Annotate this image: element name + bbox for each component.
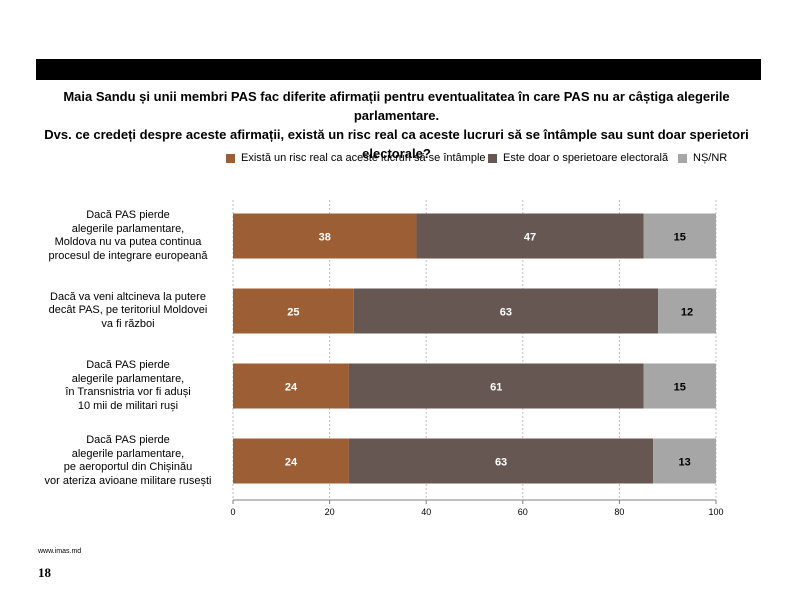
x-tick-label: 40 bbox=[421, 507, 431, 517]
category-label-line: Moldova nu va putea continua bbox=[54, 236, 202, 248]
legend-label: Este doar o sperietoare electorală bbox=[503, 152, 669, 164]
bar-segment bbox=[233, 288, 354, 334]
category-label-line: Dacă va veni altcineva la putere bbox=[50, 290, 206, 303]
category-label-line: Dacă PAS pierde bbox=[86, 209, 170, 221]
bar-segment bbox=[348, 363, 644, 409]
header-bar bbox=[36, 59, 761, 80]
data-label: 38 bbox=[319, 232, 331, 244]
category-label-line: va fi război bbox=[101, 317, 155, 330]
data-label: 61 bbox=[490, 382, 502, 394]
data-label: 25 bbox=[287, 307, 299, 319]
legend-swatch bbox=[488, 153, 497, 163]
data-label: 15 bbox=[674, 232, 686, 244]
category-label: Dacă va veni altcineva la putere decât PA… bbox=[30, 291, 226, 332]
bar-segment bbox=[643, 213, 716, 259]
legend-swatch bbox=[678, 153, 687, 163]
x-tick-label: 20 bbox=[325, 507, 335, 517]
bar-segment bbox=[416, 213, 644, 259]
category-label-line: procesul de integrare europeană bbox=[48, 249, 208, 262]
data-label: 63 bbox=[500, 307, 512, 319]
data-label: 12 bbox=[681, 307, 693, 319]
x-tick-label: 0 bbox=[230, 507, 235, 517]
legend-item: NȘ/NR bbox=[678, 152, 727, 164]
bar-segment bbox=[348, 438, 654, 484]
page-number: 18 bbox=[38, 565, 51, 580]
bar-segment bbox=[653, 438, 716, 484]
data-label: 24 bbox=[285, 382, 298, 394]
legend-label: Există un risc real ca aceste lucruri să… bbox=[241, 152, 486, 164]
bar-segment bbox=[233, 213, 417, 259]
category-label-line: 10 mii de militari ruși bbox=[77, 399, 179, 412]
data-label: 24 bbox=[285, 457, 298, 469]
category-label: Dacă PAS pierde alegerile parlamentare, în… bbox=[30, 359, 226, 413]
legend-label: NȘ/NR bbox=[693, 152, 728, 164]
category-label-line: alegerile parlamentare, bbox=[71, 222, 185, 235]
title-line-2: Dvs. ce credeți despre aceste afirmații,… bbox=[44, 127, 749, 161]
category-label-line: pe aeroportul din Chișinău bbox=[63, 461, 193, 473]
chart-title: Maia Sandu și unii membri PAS fac diferi… bbox=[20, 87, 773, 163]
category-label-line: alegerile parlamentare, bbox=[71, 372, 185, 385]
data-label: 13 bbox=[678, 457, 690, 469]
bar-segment bbox=[233, 438, 349, 484]
category-label-line: vor ateriza avioane militare rusești bbox=[44, 474, 212, 487]
bar-segment bbox=[233, 363, 349, 409]
bar-segment bbox=[353, 288, 659, 334]
category-label-line: decât PAS, pe teritoriul Moldovei bbox=[48, 304, 208, 317]
category-label: Dacă PAS pierde alegerile parlamentare, pe… bbox=[30, 434, 226, 488]
data-label: 15 bbox=[674, 382, 686, 394]
legend-swatch bbox=[226, 153, 235, 163]
x-tick-label: 80 bbox=[614, 507, 624, 517]
category-label-line: Dacă PAS pierde bbox=[86, 434, 170, 446]
x-tick-label: 100 bbox=[708, 507, 723, 517]
title-line-1: Maia Sandu și unii membri PAS fac diferi… bbox=[63, 89, 730, 123]
bar-segment bbox=[658, 288, 716, 334]
category-label: Dacă PAS pierde alegerile parlamentare, Mo… bbox=[30, 209, 226, 263]
x-tick-label: 60 bbox=[518, 507, 528, 517]
category-label-line: Dacă PAS pierde bbox=[86, 359, 170, 371]
bar-segment bbox=[643, 363, 716, 409]
legend-item: Există un risc real ca aceste lucruri să… bbox=[226, 152, 486, 164]
data-label: 63 bbox=[495, 457, 507, 469]
category-label-line: alegerile parlamentare, bbox=[71, 447, 185, 460]
legend-item: Este doar o sperietoare electorală bbox=[488, 152, 668, 164]
footer-url: www.imas.md bbox=[38, 548, 82, 555]
data-label: 47 bbox=[524, 232, 536, 244]
category-label-line: în Transnistria vor fi aduși bbox=[65, 386, 191, 398]
